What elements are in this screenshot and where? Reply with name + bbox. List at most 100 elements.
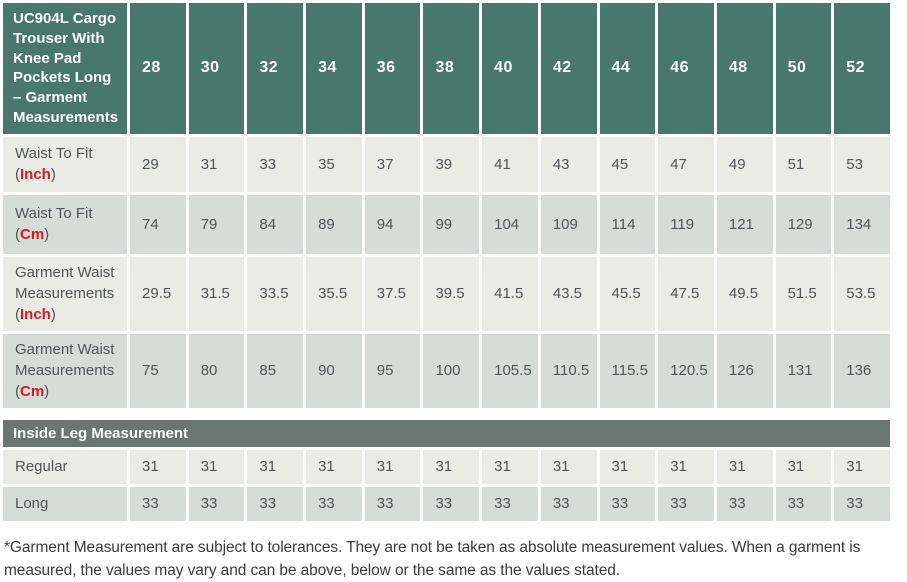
measurement-cell: 121 (716, 194, 773, 254)
measurement-cell: 51.5 (775, 256, 832, 331)
measurement-cell: 33 (775, 486, 832, 521)
measurement-cell: 90 (306, 333, 362, 408)
measurement-cell: 99 (423, 194, 480, 254)
measurement-cell: 31 (130, 449, 186, 484)
measurement-cell: 104 (482, 194, 538, 254)
measurement-cell: 49.5 (716, 256, 773, 331)
measurement-cell: 31 (775, 449, 832, 484)
measurement-cell: 47.5 (658, 256, 714, 331)
inside-leg-table: Regular 31 31 31 31 31 31 31 31 31 31 31 31 31 Long 33 3… (0, 447, 893, 524)
measurement-cell: 33 (130, 486, 186, 521)
measurement-cell: 94 (364, 194, 421, 254)
measurement-cell: 31 (188, 136, 245, 192)
row-unit: (Cm) (15, 381, 126, 402)
measurement-cell: 115.5 (599, 333, 656, 408)
unit-paren-close: ) (50, 166, 56, 184)
measurement-cell: 39 (423, 136, 480, 192)
measurement-cell: 33 (306, 486, 362, 521)
row-label-cell: Garment Waist Measurements (Inch) (3, 256, 127, 331)
unit-name: Cm (20, 383, 45, 401)
size-column-header: 32 (247, 3, 304, 134)
unit-paren-open: ( (15, 166, 20, 184)
size-column-header: 50 (775, 3, 832, 134)
inside-leg-rows: Regular 31 31 31 31 31 31 31 31 31 31 31 31 31 Long 33 3… (3, 449, 890, 521)
measurement-cell: 33 (247, 136, 304, 192)
row-label: Garment Waist Measurements (15, 340, 115, 379)
measurement-cell: 43 (540, 136, 597, 192)
unit-paren-close: ) (44, 383, 50, 401)
row-label: Waist To Fit (15, 204, 93, 222)
inside-leg-section-header: Inside Leg Measurement (3, 419, 890, 447)
table-row: Garment Waist Measurements (Inch) 29.5 31.5… (3, 256, 890, 331)
unit-name: Inch (20, 306, 51, 324)
footnote: *Garment Measurement are subject to tole… (4, 538, 861, 579)
inside-leg-title: Inside Leg Measurement (13, 424, 189, 442)
unit-name: Inch (20, 166, 51, 184)
size-column-header: 36 (364, 3, 421, 134)
measurement-cell: 43.5 (540, 256, 597, 331)
size-column-header: 52 (834, 3, 890, 134)
row-unit: (Inch) (15, 304, 126, 325)
measurement-cell: 33 (540, 486, 597, 521)
size-column-header: 38 (423, 3, 480, 134)
size-column-header: 42 (540, 3, 597, 134)
table-row: Waist To Fit (Cm) 74 79 84 89 94 99 104 109 114 119… (3, 194, 890, 254)
measurement-cell: 45.5 (599, 256, 656, 331)
garment-measurements-table: UC904L Cargo Trouser With Knee Pad Pocke… (3, 3, 890, 408)
measurement-cell: 29.5 (130, 256, 186, 331)
measurement-cell: 31 (188, 449, 245, 484)
measurement-cell: 47 (658, 136, 714, 192)
row-label-cell: Garment Waist Measurements (Cm) (3, 333, 127, 408)
size-column-header: 28 (130, 3, 186, 134)
measurement-cell: 89 (306, 194, 362, 254)
unit-paren-close: ) (44, 226, 50, 244)
measurement-cell: 31 (599, 449, 656, 484)
unit-paren-open: ( (15, 383, 20, 401)
row-unit: (Inch) (15, 164, 126, 185)
measurement-cell: 85 (247, 333, 304, 408)
measurement-cell: 95 (364, 333, 421, 408)
measurement-cell: 33 (482, 486, 538, 521)
size-column-header: 34 (306, 3, 362, 134)
row-label-cell: Waist To Fit (Cm) (3, 194, 127, 254)
measurement-cell: 33 (599, 486, 656, 521)
measurement-cell: 114 (599, 194, 656, 254)
measurement-cell: 120.5 (658, 333, 714, 408)
measurement-cell: 33 (834, 486, 890, 521)
size-column-header: 48 (716, 3, 773, 134)
measurement-cell: 31 (306, 449, 362, 484)
measurement-cell: 119 (658, 194, 714, 254)
measurement-cell: 29 (130, 136, 186, 192)
unit-paren-open: ( (15, 306, 20, 324)
measurement-cell: 136 (834, 333, 890, 408)
measurement-cell: 41.5 (482, 256, 538, 331)
measurement-cell: 33.5 (247, 256, 304, 331)
measurement-cell: 31 (716, 449, 773, 484)
measurement-cell: 109 (540, 194, 597, 254)
measurement-cell: 105.5 (482, 333, 538, 408)
measurement-cell: 31 (540, 449, 597, 484)
measurement-cell: 31.5 (188, 256, 245, 331)
measurement-cell: 45 (599, 136, 656, 192)
measurement-cell: 33 (716, 486, 773, 521)
table-row: Garment Waist Measurements (Cm) 75 80 85 90 95… (3, 333, 890, 408)
size-column-header: 40 (482, 3, 538, 134)
measurement-cell: 31 (834, 449, 890, 484)
measurement-rows: Waist To Fit (Inch) 29 31 33 35 37 39 41 43 45 47 49… (3, 136, 890, 408)
measurement-cell: 31 (423, 449, 480, 484)
row-unit: (Cm) (15, 224, 126, 245)
measurement-cell: 33 (188, 486, 245, 521)
measurement-cell: 74 (130, 194, 186, 254)
measurement-cell: 33 (364, 486, 421, 521)
header-row: UC904L Cargo Trouser With Knee Pad Pocke… (3, 3, 890, 134)
measurement-cell: 35.5 (306, 256, 362, 331)
table-row: Long 33 33 33 33 33 33 33 33 33 33 33 33 33 (3, 486, 890, 521)
measurement-cell: 75 (130, 333, 186, 408)
measurement-cell: 31 (482, 449, 538, 484)
measurement-cell: 134 (834, 194, 890, 254)
unit-name: Cm (20, 226, 45, 244)
measurement-cell: 53 (834, 136, 890, 192)
measurement-cell: 31 (247, 449, 304, 484)
measurement-cell: 84 (247, 194, 304, 254)
